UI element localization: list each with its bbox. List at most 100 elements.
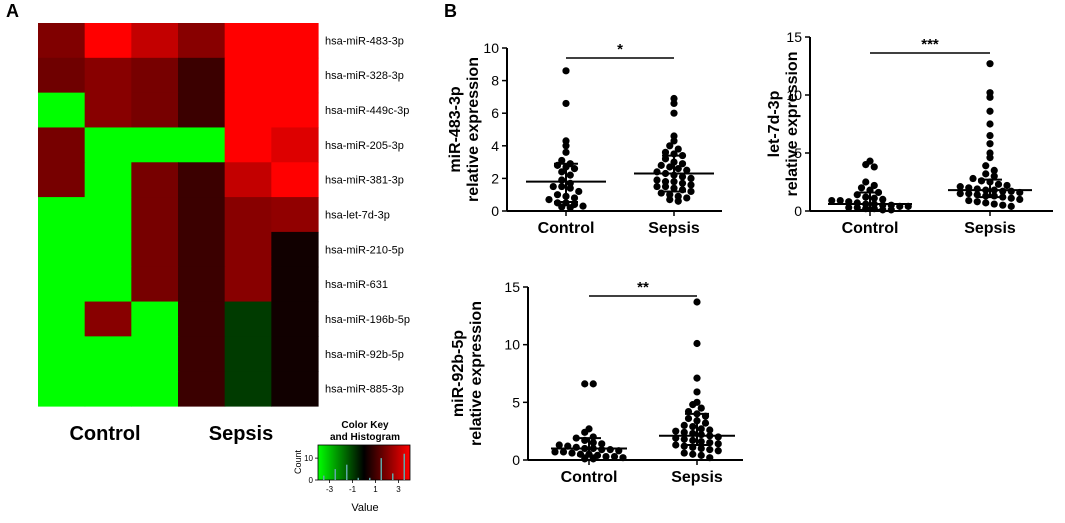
data-point	[559, 448, 568, 456]
heatmap-cell	[271, 371, 319, 407]
heatmap-row-label: hsa-miR-885-3p	[325, 384, 404, 396]
data-point	[693, 374, 701, 382]
data-point	[680, 442, 688, 450]
heatmap-cell	[271, 57, 319, 94]
data-point	[551, 448, 559, 456]
y-axis-label: relative expression	[465, 57, 482, 202]
data-point	[598, 446, 606, 454]
data-point	[570, 165, 579, 173]
data-point	[687, 174, 695, 182]
y-axis-label: miR-483-3p	[447, 86, 464, 172]
y-tick-label: 15	[504, 279, 520, 295]
heatmap-cell	[38, 336, 86, 372]
data-point	[862, 161, 870, 169]
data-point	[579, 202, 587, 210]
data-point	[870, 163, 878, 171]
x-tick-label: Control	[842, 220, 899, 237]
heatmap-cell	[178, 162, 226, 198]
data-point	[982, 170, 990, 178]
data-point	[990, 172, 998, 180]
data-point	[689, 422, 697, 431]
data-point	[990, 166, 998, 174]
data-point	[994, 180, 1003, 188]
data-point	[956, 183, 964, 191]
heatmap-cell	[271, 301, 319, 337]
data-point	[572, 443, 580, 451]
heatmap-cell	[178, 127, 226, 163]
color-key-ytick-label: 10	[304, 454, 313, 463]
x-tick-label: Control	[561, 469, 618, 486]
data-point	[973, 198, 981, 206]
data-point	[566, 171, 574, 179]
data-point	[572, 434, 580, 442]
data-point	[697, 451, 705, 459]
data-point	[653, 176, 661, 184]
color-key-xtick-label: -1	[349, 485, 357, 494]
data-point	[965, 196, 973, 205]
heatmap-cell	[38, 231, 86, 268]
data-point	[566, 184, 574, 192]
y-tick-label: 0	[512, 452, 520, 468]
data-point	[553, 191, 562, 199]
data-point	[986, 154, 994, 162]
heatmap-cell	[84, 301, 132, 337]
data-point	[562, 142, 570, 150]
heatmap-cell	[224, 127, 272, 163]
data-point	[562, 67, 570, 75]
data-point	[666, 142, 674, 150]
data-point	[689, 450, 697, 458]
data-point	[693, 339, 701, 348]
data-point	[670, 99, 678, 108]
color-key-ylabel: Count	[293, 450, 303, 475]
data-point	[581, 428, 589, 436]
data-point	[887, 206, 895, 214]
x-tick-label: Sepsis	[648, 220, 700, 237]
data-point	[693, 298, 701, 306]
data-point	[697, 437, 705, 446]
data-point	[714, 433, 722, 441]
data-point	[982, 199, 990, 207]
panel-label-a: A	[6, 1, 19, 21]
heatmap-cell	[131, 336, 179, 372]
color-key-xtick-label: 1	[373, 485, 378, 494]
data-point	[674, 197, 682, 205]
heatmap-cell	[271, 127, 319, 163]
y-tick-label: 5	[512, 394, 520, 410]
data-point	[697, 404, 705, 412]
data-point	[697, 425, 705, 433]
data-point	[555, 441, 563, 449]
data-point	[714, 447, 722, 455]
heatmap-cell	[224, 301, 272, 337]
x-tick-label: Sepsis	[964, 220, 1016, 237]
color-key-xlabel: Value	[351, 502, 378, 514]
data-point	[562, 99, 570, 108]
data-point	[870, 181, 878, 190]
heatmap-cell	[224, 371, 272, 407]
data-point	[684, 414, 693, 423]
heatmap-cell	[38, 92, 86, 129]
heatmap-cell	[84, 231, 132, 268]
heatmap-cell	[178, 336, 226, 372]
y-tick-label: 0	[491, 203, 499, 219]
data-point	[845, 203, 853, 212]
heatmap-cell	[38, 197, 86, 233]
data-point	[689, 401, 697, 409]
data-point	[862, 205, 870, 213]
data-point	[672, 427, 680, 435]
data-point	[1007, 202, 1015, 210]
heatmap-cell	[178, 301, 226, 337]
heatmap-group-label: Sepsis	[209, 423, 273, 445]
data-point	[666, 163, 674, 171]
data-point	[990, 200, 998, 208]
data-point	[986, 93, 994, 101]
data-point	[674, 165, 682, 173]
y-tick-label: 10	[504, 337, 520, 353]
data-point	[680, 428, 688, 436]
data-point	[986, 120, 994, 128]
significance-label: **	[637, 279, 649, 296]
data-point	[982, 162, 990, 170]
panel-label-b: B	[444, 1, 457, 21]
data-point	[1007, 194, 1015, 202]
heatmap-row-label: hsa-miR-92b-5p	[325, 349, 404, 361]
